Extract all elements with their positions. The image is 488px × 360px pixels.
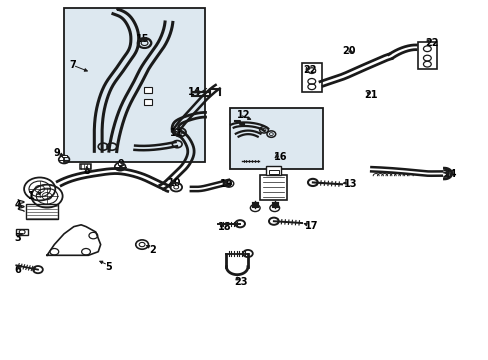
- Text: 5: 5: [105, 262, 112, 272]
- Text: 2: 2: [149, 245, 156, 255]
- Bar: [118, 162, 122, 165]
- Bar: [26, 204, 58, 220]
- Bar: [229, 108, 322, 169]
- Text: 6: 6: [14, 265, 21, 275]
- Text: 3: 3: [14, 233, 21, 243]
- Text: 16: 16: [273, 152, 286, 162]
- Text: 13: 13: [343, 179, 356, 189]
- Text: 19: 19: [220, 179, 233, 189]
- Text: 8: 8: [83, 166, 90, 176]
- Text: 21: 21: [363, 90, 377, 100]
- Bar: [302, 63, 321, 92]
- Bar: [268, 170, 278, 174]
- Text: 12: 12: [236, 111, 250, 121]
- Text: 9: 9: [53, 148, 60, 158]
- Bar: [144, 87, 152, 93]
- Text: 22: 22: [424, 38, 438, 48]
- Text: 10: 10: [167, 178, 181, 188]
- Bar: [64, 8, 205, 162]
- Text: 7: 7: [69, 60, 76, 70]
- Bar: [144, 99, 152, 105]
- Text: 15: 15: [136, 34, 149, 44]
- Text: 17: 17: [304, 221, 317, 231]
- Text: 24: 24: [442, 169, 455, 179]
- Text: 4: 4: [14, 200, 21, 210]
- Bar: [80, 164, 91, 169]
- Text: 11: 11: [170, 129, 183, 138]
- Bar: [417, 42, 436, 69]
- Polygon shape: [47, 225, 101, 255]
- Text: 18: 18: [217, 222, 231, 232]
- Text: 22: 22: [303, 64, 316, 75]
- Bar: [16, 229, 28, 234]
- Bar: [266, 166, 281, 175]
- Text: 1: 1: [27, 191, 34, 201]
- Text: 9: 9: [118, 159, 124, 169]
- Text: 20: 20: [341, 46, 355, 56]
- Bar: [260, 175, 287, 200]
- Text: 23: 23: [233, 277, 247, 287]
- Bar: [61, 155, 66, 157]
- Text: 14: 14: [188, 87, 202, 97]
